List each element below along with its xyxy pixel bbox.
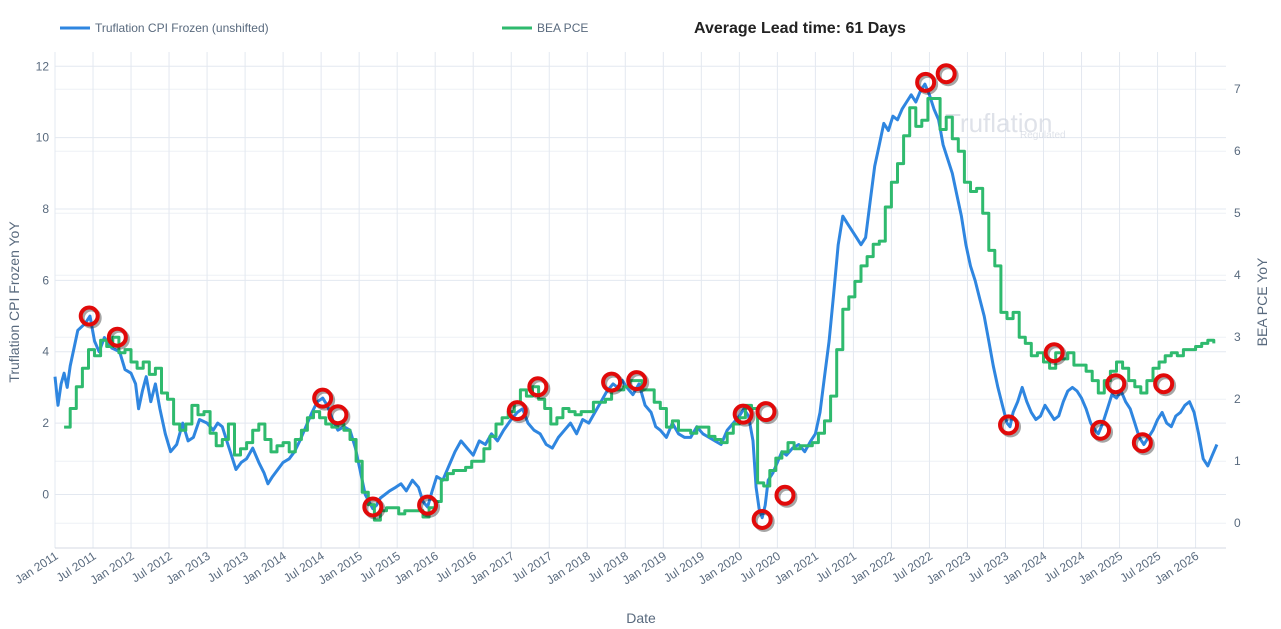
- left-axis: 0 2 4 6 8 10 12: [36, 59, 50, 501]
- marker-ring: [755, 401, 777, 423]
- turning-point-marker: [998, 414, 1022, 438]
- marker-ring: [1153, 373, 1175, 395]
- marker-ring: [527, 376, 549, 398]
- bea-pce-line: [64, 97, 1216, 522]
- left-tick-label: 2: [42, 416, 49, 430]
- lead-time-headline: Average Lead time: 61 Days: [694, 20, 906, 37]
- marker-ring: [312, 387, 334, 409]
- x-tick-label: Jan 2023: [924, 549, 973, 588]
- turning-point-marker: [78, 305, 102, 329]
- left-tick-label: 8: [42, 202, 49, 216]
- turning-point-marker: [1090, 419, 1114, 443]
- left-tick-label: 0: [42, 487, 49, 501]
- turning-point-marker: [915, 71, 939, 95]
- x-tick-label: Jan 2020: [696, 549, 745, 588]
- legend-item-bea-pce[interactable]: BEA PCE: [502, 21, 588, 35]
- marker-ring: [998, 414, 1020, 436]
- turning-point-marker: [327, 404, 351, 428]
- right-axis: 0 1 2 3 4 5 6 7: [1234, 82, 1241, 530]
- turning-point-marker: [1131, 432, 1155, 456]
- x-tick-label: Jan 2026: [1152, 549, 1201, 588]
- x-tick-label: Jan 2024: [1000, 549, 1049, 588]
- watermark-brand: Truflation: [945, 108, 1052, 138]
- watermark-sub: Regulated: [1020, 130, 1066, 141]
- marker-ring: [106, 326, 128, 348]
- x-tick-label: Jan 2025: [1076, 549, 1125, 588]
- truflation-line: [53, 82, 1219, 520]
- marker-ring: [1090, 419, 1112, 441]
- marker-ring: [915, 71, 937, 93]
- marker-ring: [78, 305, 100, 327]
- turning-point-marker: [106, 326, 130, 350]
- right-tick-label: 5: [1234, 206, 1241, 220]
- x-axis-title: Date: [626, 610, 656, 626]
- turning-point-marker: [601, 371, 625, 395]
- left-axis-title: Truflation CPI Frozen YoY: [6, 221, 22, 383]
- left-tick-label: 12: [36, 59, 50, 73]
- legend-item-truflation[interactable]: Truflation CPI Frozen (unshifted): [60, 21, 269, 35]
- turning-point-marker: [417, 494, 441, 518]
- turning-point-marker: [774, 484, 798, 508]
- x-tick-label: Jan 2013: [164, 549, 213, 588]
- turning-point-marker: [626, 370, 650, 394]
- right-tick-label: 7: [1234, 82, 1241, 96]
- turning-point-marker: [1105, 373, 1129, 397]
- right-tick-label: 0: [1234, 516, 1241, 530]
- marker-ring: [362, 496, 384, 518]
- x-tick-label: Jan 2016: [392, 549, 441, 588]
- right-tick-label: 2: [1234, 392, 1241, 406]
- turning-point-marker: [506, 400, 530, 424]
- marker-ring: [935, 63, 957, 85]
- left-tick-label: 6: [42, 273, 49, 287]
- x-tick-label: Jan 2022: [848, 549, 897, 588]
- turning-point-marker: [755, 401, 779, 425]
- legend-label-truflation: Truflation CPI Frozen (unshifted): [95, 21, 269, 35]
- right-tick-label: 1: [1234, 454, 1241, 468]
- turning-point-marker: [751, 508, 775, 532]
- watermark: Truflation Regulated: [945, 108, 1066, 141]
- grid: [54, 52, 1226, 549]
- marker-ring: [732, 403, 754, 425]
- marker-ring: [1105, 373, 1127, 395]
- marker-ring: [1043, 342, 1065, 364]
- left-tick-label: 4: [42, 345, 49, 359]
- marker-ring: [506, 400, 528, 422]
- right-axis-title: BEA PCE YoY: [1254, 257, 1270, 346]
- marker-ring: [751, 508, 773, 530]
- x-tick-label: Jan 2015: [316, 549, 365, 588]
- marker-ring: [626, 370, 648, 392]
- marker-ring: [1131, 432, 1153, 454]
- marker-ring: [327, 404, 349, 426]
- turning-point-marker: [1153, 373, 1177, 397]
- right-tick-label: 4: [1234, 268, 1241, 282]
- left-tick-label: 10: [36, 131, 50, 145]
- right-tick-label: 6: [1234, 144, 1241, 158]
- turning-point-marker: [1043, 342, 1067, 366]
- right-tick-label: 3: [1234, 330, 1241, 344]
- marker-layer: [78, 63, 1177, 532]
- turning-point-marker: [935, 63, 959, 87]
- x-tick-label: Jan 2018: [544, 549, 593, 588]
- x-tick-label: Jan 2021: [772, 549, 821, 588]
- turning-point-marker: [362, 496, 386, 520]
- series-layer: [53, 82, 1219, 522]
- x-tick-label: Jan 2019: [620, 549, 669, 588]
- x-tick-label: Jan 2011: [12, 549, 61, 587]
- marker-ring: [601, 371, 623, 393]
- legend: Truflation CPI Frozen (unshifted) BEA PC…: [60, 21, 588, 35]
- marker-ring: [774, 484, 796, 506]
- legend-label-bea-pce: BEA PCE: [537, 21, 588, 35]
- turning-point-marker: [732, 403, 756, 427]
- turning-point-marker: [312, 387, 336, 411]
- turning-point-marker: [527, 376, 551, 400]
- marker-ring: [417, 494, 439, 516]
- x-tick-label: Jan 2012: [88, 549, 137, 588]
- x-tick-label: Jan 2017: [468, 549, 517, 588]
- x-tick-label: Jan 2014: [240, 549, 289, 588]
